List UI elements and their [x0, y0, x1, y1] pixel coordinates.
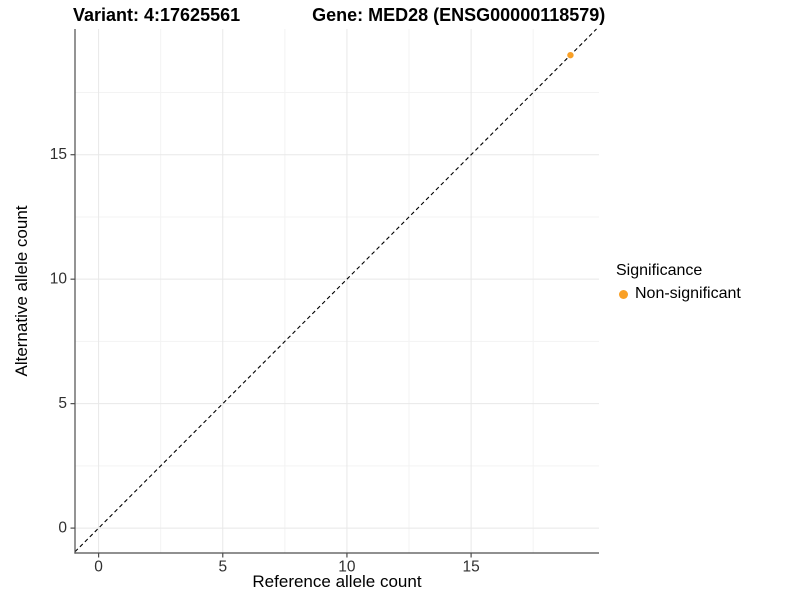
- y-tick-label: 10: [50, 271, 68, 288]
- legend: Significance Non-significant: [616, 262, 741, 303]
- identity-line: [74, 28, 597, 553]
- legend-item: Non-significant: [616, 285, 741, 303]
- legend-title: Significance: [616, 262, 703, 279]
- x-tick-label: 5: [218, 558, 227, 575]
- x-tick-label: 15: [462, 558, 479, 575]
- y-tick-label: 15: [50, 146, 67, 163]
- data-point: [567, 51, 574, 59]
- variant-title: Variant: 4:17625561: [73, 5, 241, 25]
- x-axis-title: Reference allele count: [252, 572, 422, 591]
- legend-point-icon: [619, 289, 628, 299]
- legend-item-label: Non-significant: [635, 285, 741, 302]
- y-tick-label: 5: [58, 395, 67, 412]
- y-axis-title: Alternative allele count: [12, 205, 31, 377]
- plot-title: Variant: 4:17625561 Gene: MED28 (ENSG000…: [73, 5, 605, 26]
- gene-title: Gene: MED28 (ENSG00000118579): [312, 5, 606, 25]
- x-tick-label: 10: [338, 558, 356, 575]
- y-tick-label: 0: [58, 520, 67, 537]
- x-tick-label: 0: [94, 558, 103, 575]
